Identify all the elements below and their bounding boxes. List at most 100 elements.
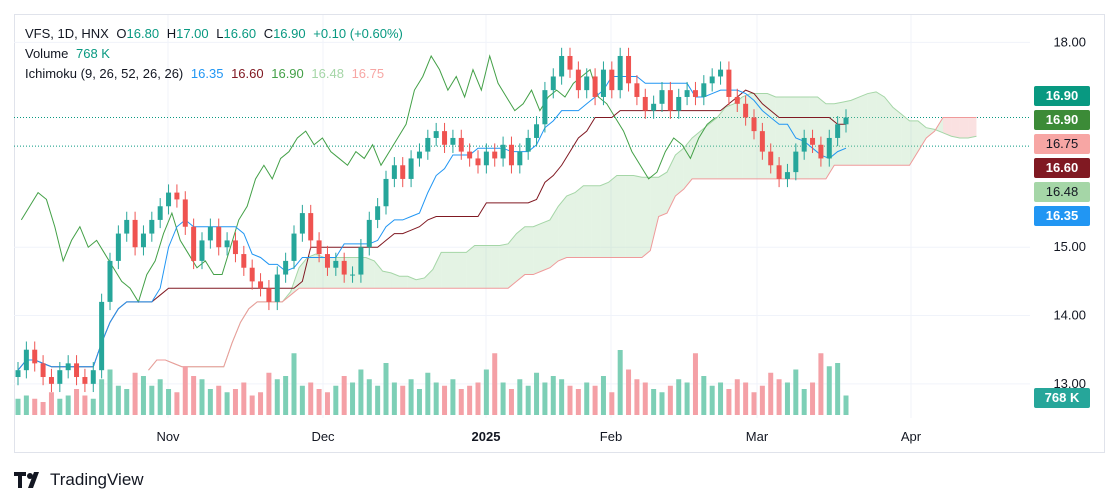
candle-body xyxy=(801,137,807,152)
volume-bar xyxy=(768,372,774,415)
volume-bar xyxy=(534,372,540,415)
cloud-segment xyxy=(683,137,693,190)
volume-bar xyxy=(166,389,172,415)
brand[interactable]: TradingView xyxy=(14,470,144,490)
volume-bar xyxy=(584,382,590,415)
candle-body xyxy=(718,69,724,77)
volume-bar xyxy=(115,385,121,415)
volume-bar xyxy=(835,363,841,415)
volume-bar xyxy=(567,385,573,415)
cloud-segment xyxy=(349,257,358,289)
candle-body xyxy=(651,103,657,111)
change-value: +0.10 (+0.60%) xyxy=(313,26,403,41)
candle-body xyxy=(74,363,80,378)
volume-bar xyxy=(542,382,548,415)
cloud-segment xyxy=(851,96,860,166)
cloud-segment xyxy=(558,196,567,261)
close-label: C xyxy=(263,26,274,41)
candle-body xyxy=(324,254,330,268)
candle-body xyxy=(734,96,740,104)
close-value: 16.90 xyxy=(273,26,306,41)
volume-bar xyxy=(458,389,464,415)
candle-body xyxy=(182,199,188,227)
candle-body xyxy=(207,226,213,241)
volume-bar xyxy=(433,382,439,415)
candle-body xyxy=(350,274,356,276)
volume-bar xyxy=(149,385,155,415)
candle-body xyxy=(107,260,113,302)
volume-bar xyxy=(182,366,188,415)
x-tick-label: Dec xyxy=(311,429,335,444)
ichimoku-label: Ichimoku (9, 26, 52, 26, 26) xyxy=(25,66,184,81)
volume-bar xyxy=(709,385,715,415)
price-tag-chikou: 16.90 xyxy=(1034,110,1090,130)
volume-bar xyxy=(224,392,230,415)
cloud-segment xyxy=(516,226,525,282)
price-tag-close: 16.90 xyxy=(1034,86,1090,106)
candle-body xyxy=(166,192,172,207)
candle-body xyxy=(475,158,481,166)
volume-bar xyxy=(517,379,523,415)
candle-body xyxy=(508,144,514,166)
cloud-segment xyxy=(365,257,375,289)
cloud-segment xyxy=(658,172,668,217)
candle-body xyxy=(65,363,71,371)
cloud-segment xyxy=(633,175,642,258)
y-tick-label: 14.00 xyxy=(1053,308,1086,323)
cloud-segment xyxy=(416,277,425,289)
cloud-segment xyxy=(474,245,484,289)
volume-bar xyxy=(525,385,531,415)
volume-bar xyxy=(266,372,272,415)
volume-bar xyxy=(241,382,247,415)
candle-body xyxy=(835,124,841,138)
y-tick-label: 18.00 xyxy=(1053,34,1086,49)
candle-body xyxy=(383,178,389,207)
candle-body xyxy=(341,260,347,275)
volume-bar xyxy=(383,363,389,415)
candle-body xyxy=(784,172,790,179)
volume-bar xyxy=(642,382,648,415)
candle-body xyxy=(258,281,264,289)
volume-bar xyxy=(550,376,556,415)
volume-bar xyxy=(274,379,280,415)
cloud-segment xyxy=(750,93,760,179)
candle-body xyxy=(743,103,749,118)
candle-body xyxy=(391,165,397,179)
candle-body xyxy=(316,240,322,255)
cloud-segment xyxy=(943,117,952,137)
volume-bar xyxy=(249,395,255,415)
candle-body xyxy=(492,151,498,159)
cloud-segment xyxy=(959,117,969,138)
volume-bar xyxy=(65,395,71,415)
volume-bar xyxy=(475,382,481,415)
cloud-segment xyxy=(951,117,960,138)
volume-bar xyxy=(676,379,682,415)
cloud-segment xyxy=(600,182,609,258)
cloud-segment xyxy=(491,245,500,289)
candle-body xyxy=(600,69,606,97)
candle-body xyxy=(216,226,222,248)
chikou-line xyxy=(20,54,716,304)
volume-bar xyxy=(232,389,238,415)
volume-bar xyxy=(416,389,422,415)
cloud-segment xyxy=(700,124,709,179)
cloud-segment xyxy=(541,219,550,272)
y-tick-label: 15.00 xyxy=(1053,239,1086,254)
candle-body xyxy=(416,151,422,159)
volume-bar xyxy=(843,395,849,415)
open-value: 16.80 xyxy=(126,26,160,41)
high-label: H xyxy=(166,26,177,41)
candle-body xyxy=(525,137,531,152)
candle-body xyxy=(115,233,121,261)
tenkan-value: 16.35 xyxy=(190,66,224,81)
candle-body xyxy=(124,219,130,234)
cloud-segment xyxy=(457,252,467,289)
volume-bar xyxy=(23,395,29,415)
candle-body xyxy=(701,83,707,97)
cloud-segment xyxy=(583,185,592,258)
candle-body xyxy=(450,137,456,145)
volume-bar xyxy=(82,395,88,415)
cloud-segment xyxy=(608,175,617,258)
volume-bar xyxy=(701,376,707,415)
